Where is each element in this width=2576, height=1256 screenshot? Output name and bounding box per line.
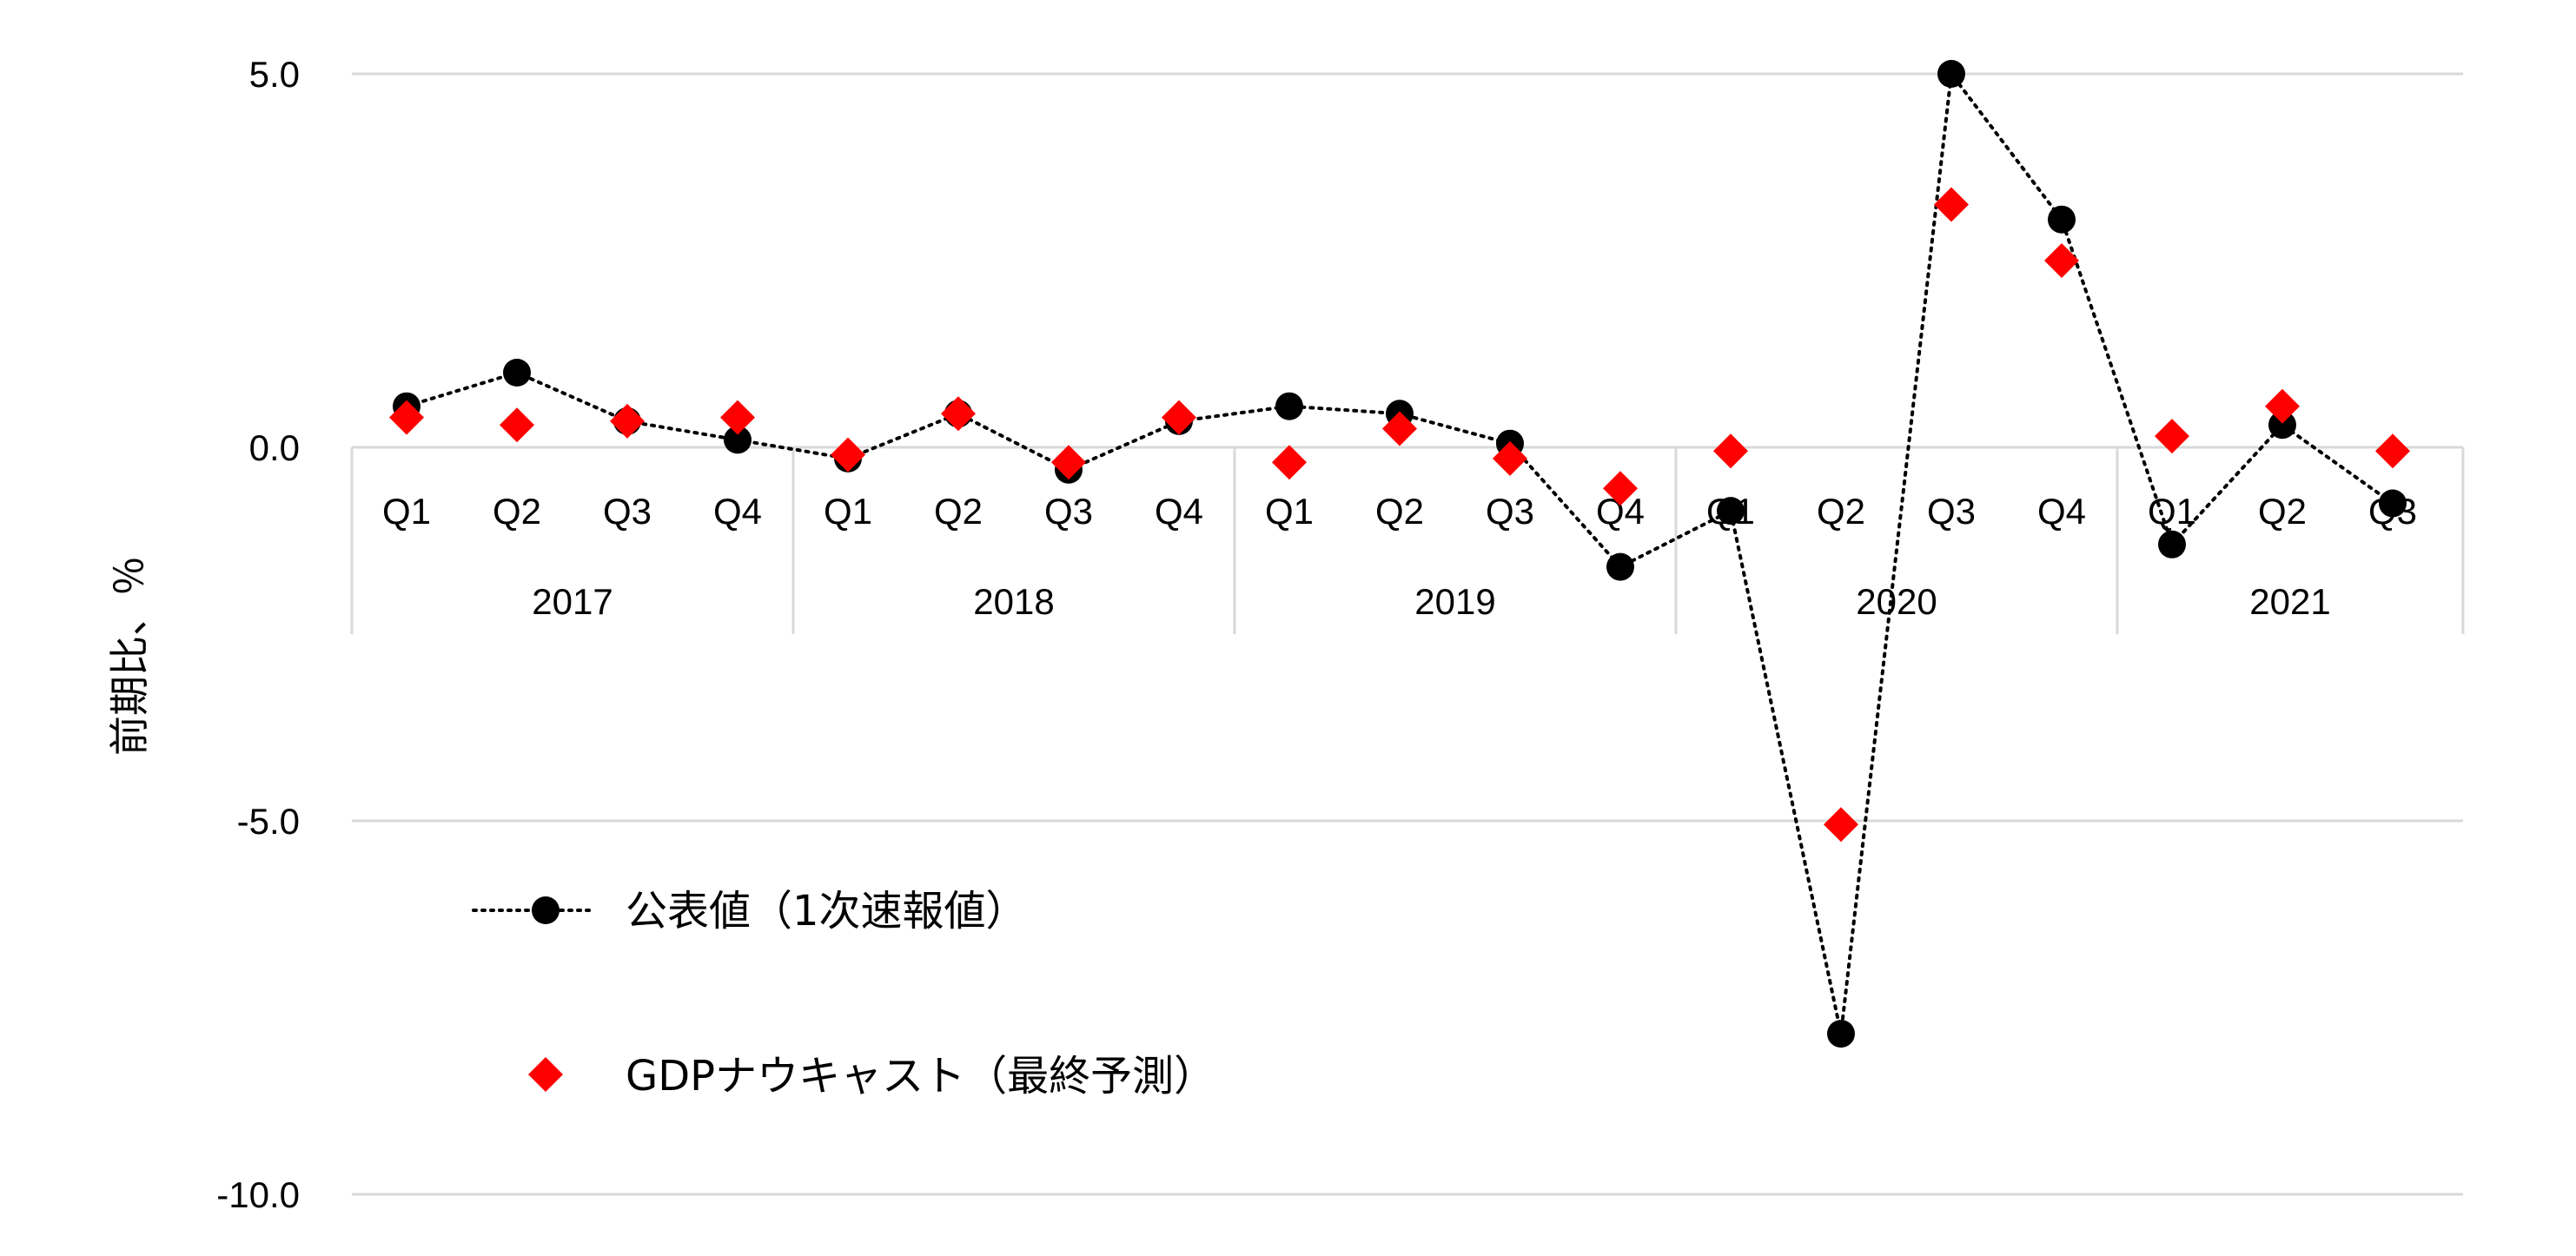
data-point-published (2048, 205, 2076, 234)
data-point-published (1827, 1020, 1855, 1048)
y-axis-label: 前期比、％ (106, 556, 153, 756)
data-point-published (503, 359, 531, 387)
series-markers (389, 60, 2410, 1048)
y-tick-label: 5.0 (249, 54, 300, 95)
data-point-published (724, 426, 752, 454)
x-tick-label: Q1 (382, 491, 431, 532)
data-point-published (2379, 489, 2407, 518)
legend-marker-nowcast (528, 1057, 563, 1092)
x-tick-label: Q1 (1265, 491, 1314, 532)
x-tick-label: Q4 (2037, 491, 2086, 532)
data-point-nowcast (1162, 400, 1196, 435)
legend-label-nowcast: GDPナウキャスト（最終予測） (626, 1052, 1215, 1101)
x-tick-label: Q3 (603, 491, 652, 532)
data-point-nowcast (2375, 433, 2410, 469)
data-point-nowcast (2155, 419, 2189, 454)
data-point-nowcast (2265, 388, 2300, 424)
y-tick-label: -5.0 (237, 801, 300, 842)
data-point-nowcast (831, 437, 865, 473)
data-point-nowcast (941, 396, 976, 432)
data-point-published (1717, 497, 1745, 526)
data-point-nowcast (2044, 243, 2079, 278)
data-point-nowcast (1603, 471, 1638, 506)
x-tick-label: Q1 (824, 491, 872, 532)
x-tick-label: Q2 (2258, 491, 2307, 532)
x-tick-label: Q3 (1044, 491, 1093, 532)
legend-marker-published (532, 896, 560, 924)
data-point-published (1937, 60, 1965, 88)
data-point-nowcast (500, 407, 534, 443)
x-tick-label: Q3 (1486, 491, 1534, 532)
x-tick-label: Q2 (934, 491, 983, 532)
gridlines (352, 72, 2463, 1196)
x-tick-label: Q2 (1817, 491, 1865, 532)
legend: 公表値（1次速報値） GDPナウキャスト（最終予測） (472, 887, 1215, 1101)
data-point-published (1606, 552, 1634, 581)
category-axis: Q1Q2Q3Q4Q1Q2Q3Q4Q1Q2Q3Q4Q1Q2Q3Q4Q1Q2Q320… (350, 447, 2465, 634)
data-point-nowcast (1382, 411, 1417, 446)
data-point-nowcast (610, 403, 645, 439)
year-label: 2019 (1414, 581, 1495, 622)
x-tick-label: Q2 (493, 491, 541, 532)
data-point-nowcast (1493, 440, 1527, 476)
legend-label-published: 公表値（1次速報値） (626, 887, 1028, 935)
data-point-nowcast (1934, 187, 1969, 222)
year-label: 2018 (973, 581, 1054, 622)
data-point-nowcast (389, 400, 424, 435)
data-point-published (2158, 530, 2186, 559)
data-point-nowcast (1051, 445, 1086, 480)
x-tick-label: Q2 (1375, 491, 1424, 532)
data-point-nowcast (1713, 433, 1748, 469)
x-tick-label: Q4 (713, 491, 762, 532)
data-point-nowcast (1824, 807, 1858, 843)
year-label: 2020 (1856, 581, 1937, 622)
x-tick-label: Q3 (1927, 491, 1976, 532)
x-tick-label: Q4 (1155, 491, 1203, 532)
y-tick-label: -10.0 (216, 1174, 300, 1215)
year-label: 2021 (2249, 581, 2330, 622)
data-point-nowcast (1272, 445, 1307, 480)
y-axis-ticks: 5.0 0.0 -5.0 -10.0 (216, 54, 300, 1215)
year-label: 2017 (532, 581, 613, 622)
y-tick-label: 0.0 (249, 427, 300, 468)
data-point-published (1275, 392, 1303, 420)
data-point-nowcast (720, 400, 755, 435)
data-point-published (2268, 411, 2296, 440)
